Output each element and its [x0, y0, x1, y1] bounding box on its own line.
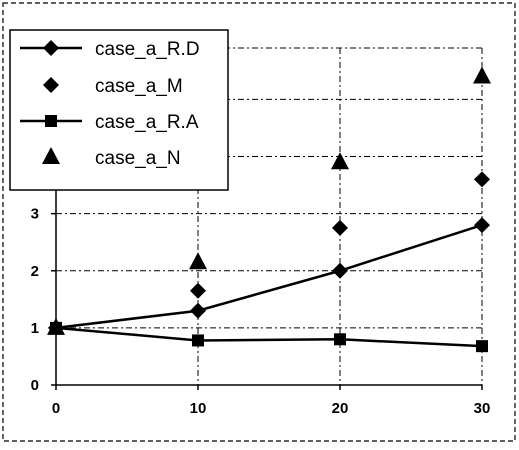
legend-entry: case_a_N: [42, 147, 181, 169]
legend-label: case_a_N: [95, 148, 181, 169]
legend-entry: case_a_R.D: [20, 39, 200, 60]
data-point: [189, 252, 207, 270]
data-point: [190, 282, 206, 299]
x-tick-label: 30: [474, 400, 491, 417]
series-case_a_M: [48, 171, 490, 336]
legend-marker: [43, 77, 59, 93]
x-tick-label: 20: [332, 400, 349, 417]
data-point: [473, 66, 491, 84]
series-line: [55, 326, 483, 348]
legend-entry: case_a_R.A: [20, 112, 199, 133]
data-point: [474, 217, 490, 234]
series-case_a_N: [47, 66, 491, 335]
data-point: [47, 317, 65, 335]
legend-entry: case_a_M: [43, 76, 183, 97]
y-tick-label: 1: [31, 320, 39, 337]
series-line: [55, 223, 483, 330]
legend-marker: [42, 147, 60, 164]
series-group: [47, 66, 491, 353]
y-tick-label: 3: [31, 206, 39, 223]
legend-label: case_a_R.A: [95, 112, 199, 133]
legend-marker: [43, 40, 59, 56]
data-point: [476, 340, 488, 353]
series-case_a_R.D: [48, 217, 490, 336]
y-tick-label: 2: [31, 263, 39, 280]
data-point: [190, 302, 206, 319]
tick-labels: 0 10 20 30 0 1 2 3: [31, 206, 491, 417]
data-point: [332, 219, 348, 236]
y-tick-label: 0: [31, 377, 39, 394]
data-point: [334, 333, 346, 346]
legend-marker: [45, 115, 57, 127]
legend-label: case_a_M: [95, 76, 183, 97]
x-tick-label: 10: [190, 400, 207, 417]
data-point: [332, 262, 348, 279]
data-point: [331, 152, 349, 170]
data-point: [474, 171, 490, 188]
series-case_a_R.A: [50, 321, 488, 353]
chart-border: [2, 2, 516, 442]
data-point: [192, 334, 204, 347]
legend: case_a_R.D case_a_M case_a_R.A case_a_N: [9, 29, 229, 191]
legend-label: case_a_R.D: [95, 39, 200, 60]
x-tick-label: 0: [52, 400, 60, 417]
